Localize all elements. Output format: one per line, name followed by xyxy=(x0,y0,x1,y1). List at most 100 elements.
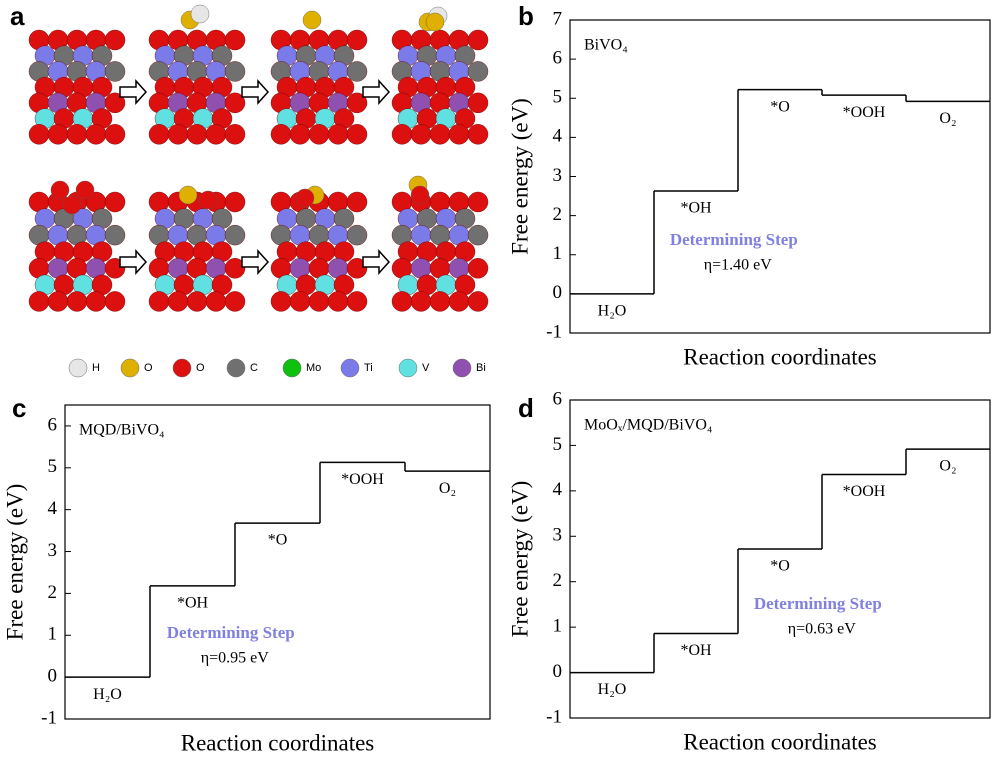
y-tick-label: 1 xyxy=(553,243,563,264)
y-tick-label: 0 xyxy=(48,665,58,686)
atom xyxy=(346,92,368,114)
atom xyxy=(308,291,330,312)
atom xyxy=(66,291,88,312)
x-axis-label: Reaction coordinates xyxy=(683,344,877,369)
atom xyxy=(467,61,489,82)
atom xyxy=(270,291,292,312)
panel-letter: d xyxy=(518,393,534,423)
legend-swatch xyxy=(282,358,302,378)
plot-frame xyxy=(569,399,991,719)
legend-label: Ti xyxy=(364,362,373,374)
atom xyxy=(104,61,126,82)
y-tick-label: -1 xyxy=(546,706,562,727)
atom xyxy=(308,124,330,145)
level-label: *OH xyxy=(680,642,712,659)
atom xyxy=(327,291,349,312)
adsorbate xyxy=(425,12,445,32)
y-tick-label: -1 xyxy=(546,321,562,342)
atom xyxy=(186,124,208,145)
level-label: *O xyxy=(770,98,790,115)
level-label: H₂O xyxy=(598,303,627,320)
legend-label: H xyxy=(92,362,100,374)
overpotential: η=1.40 eV xyxy=(704,257,772,274)
adsorbate xyxy=(410,185,430,205)
atom xyxy=(104,92,126,114)
atom xyxy=(104,291,126,312)
legend-swatch xyxy=(398,358,418,378)
y-tick-label: 3 xyxy=(553,165,563,186)
y-tick-label: 4 xyxy=(48,498,58,519)
legend-swatch xyxy=(452,358,472,378)
y-tick-label: -1 xyxy=(41,707,57,728)
atom xyxy=(467,92,489,114)
y-axis-label: Free energy (eV) xyxy=(507,98,532,255)
atom xyxy=(224,61,246,82)
atom xyxy=(467,258,489,279)
adsorbate xyxy=(198,190,218,210)
atom xyxy=(346,191,368,213)
atom xyxy=(205,291,227,312)
chart-title: MoOₓ/MQD/BiVO₄ xyxy=(584,417,713,434)
atom xyxy=(391,291,413,312)
legend-label: O xyxy=(196,362,205,374)
atom xyxy=(467,224,489,246)
atom xyxy=(289,124,311,145)
atom xyxy=(205,124,227,145)
panel-letter: c xyxy=(12,393,26,423)
adsorbate xyxy=(295,188,315,208)
annotation: Determining Step xyxy=(754,594,882,613)
level-label: *OOH xyxy=(341,471,384,488)
structures xyxy=(28,4,489,312)
legend-swatch xyxy=(68,358,88,378)
level-label: *OH xyxy=(680,200,712,217)
atom xyxy=(104,224,126,246)
legend-swatch xyxy=(226,358,246,378)
atom xyxy=(391,124,413,145)
overpotential: η=0.63 eV xyxy=(788,621,856,638)
atom xyxy=(148,124,170,145)
y-tick-label: 2 xyxy=(553,570,563,591)
annotation: Determining Step xyxy=(670,230,798,249)
level-label: H₂O xyxy=(93,686,122,703)
y-tick-label: 1 xyxy=(48,624,58,645)
atom xyxy=(467,291,489,312)
arrow xyxy=(362,249,391,275)
y-tick-label: 6 xyxy=(553,388,563,409)
y-tick-label: 0 xyxy=(553,661,563,682)
level-label: *OH xyxy=(177,595,209,612)
atom xyxy=(104,29,126,51)
atom xyxy=(346,258,368,279)
atom xyxy=(66,124,88,145)
level-label: *OOH xyxy=(843,104,886,121)
chart-title: MQD/BiVO₄ xyxy=(79,422,165,439)
y-tick-label: 6 xyxy=(553,47,563,68)
level-label: *O xyxy=(268,532,288,549)
level-label: O₂ xyxy=(439,480,456,497)
atom xyxy=(346,29,368,51)
atom xyxy=(104,191,126,213)
y-tick-label: 3 xyxy=(48,540,58,561)
y-axis-label: Free energy (eV) xyxy=(2,484,27,641)
y-tick-label: 2 xyxy=(553,204,563,225)
atom xyxy=(346,61,368,82)
atom xyxy=(448,124,470,145)
legend-swatch xyxy=(172,358,192,378)
plot-frame xyxy=(569,19,991,334)
atom xyxy=(224,124,246,145)
arrow xyxy=(362,79,391,105)
atom xyxy=(224,29,246,51)
y-tick-label: 0 xyxy=(553,282,563,303)
atom xyxy=(346,224,368,246)
atom xyxy=(167,291,189,312)
atom xyxy=(448,291,470,312)
adsorbate xyxy=(50,180,70,200)
atom xyxy=(327,124,349,145)
atom xyxy=(429,124,451,145)
adsorbate xyxy=(190,4,210,24)
chart-title: BiVO₄ xyxy=(584,37,628,54)
legend-label: C xyxy=(250,362,258,374)
arrow xyxy=(119,79,148,105)
atom xyxy=(224,258,246,279)
x-axis-label: Reaction coordinates xyxy=(181,730,375,755)
